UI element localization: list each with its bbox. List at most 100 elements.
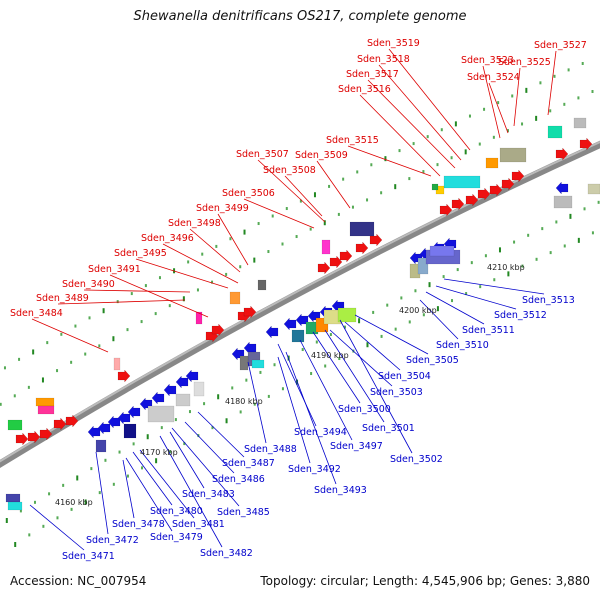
- track-tick: [76, 475, 79, 481]
- track-tick: [591, 231, 594, 235]
- gene-box: [193, 381, 205, 397]
- gene-arrow: [265, 325, 279, 339]
- track-tick: [144, 284, 147, 288]
- track-tick: [464, 149, 467, 155]
- track-tick: [126, 328, 129, 332]
- gene-label-sden-3483: Sden_3483: [182, 489, 235, 500]
- track-tick: [169, 450, 172, 454]
- gene-label-sden-3504: Sden_3504: [378, 371, 431, 382]
- track-tick: [259, 370, 262, 374]
- track-tick: [408, 320, 411, 324]
- track-tick: [239, 265, 242, 269]
- track-tick: [351, 205, 354, 209]
- gene-box: [429, 245, 455, 257]
- gene-arrow: [555, 147, 569, 161]
- gene-arrow: [283, 317, 297, 331]
- gene-arrow: [151, 391, 165, 405]
- gene-arrow: [465, 193, 479, 207]
- tick-label: 4190 kbp: [311, 351, 349, 360]
- track-tick: [563, 244, 566, 248]
- track-tick: [525, 87, 528, 93]
- track-tick: [217, 394, 220, 400]
- gene-label-sden-3499: Sden_3499: [196, 203, 249, 214]
- track-tick: [521, 122, 524, 126]
- gene-label-sden-3502: Sden_3502: [390, 454, 443, 465]
- track-tick: [267, 394, 270, 398]
- track-tick: [372, 310, 375, 314]
- track-tick: [456, 268, 459, 272]
- gene-arrow: [107, 415, 121, 429]
- tick-label: 4200 kbp: [399, 306, 437, 315]
- track-tick: [281, 242, 284, 246]
- track-tick: [18, 357, 21, 361]
- gene-label-sden-3503: Sden_3503: [370, 387, 423, 398]
- track-tick: [60, 332, 63, 336]
- gene-arrow: [369, 233, 383, 247]
- track-tick: [188, 410, 191, 414]
- track-tick: [380, 191, 383, 195]
- gene-box: [7, 501, 23, 511]
- track-tick: [521, 264, 524, 268]
- track-tick: [484, 254, 487, 258]
- track-tick: [380, 334, 383, 338]
- track-tick: [174, 418, 177, 422]
- track-tick: [591, 90, 594, 93]
- track-tick: [315, 340, 318, 344]
- track-tick: [88, 316, 91, 320]
- tick-label: 4180 kbp: [225, 397, 263, 406]
- gene-label-sden-3484: Sden_3484: [10, 308, 63, 319]
- gene-arrow: [555, 181, 569, 195]
- track-tick: [112, 482, 115, 486]
- track-tick: [412, 142, 415, 146]
- gene-box: [573, 117, 587, 129]
- track-tick: [506, 129, 509, 133]
- gene-arrow: [127, 405, 141, 419]
- track-tick: [140, 320, 143, 324]
- track-tick: [356, 170, 359, 174]
- track-tick: [211, 426, 214, 430]
- gene-box: [5, 493, 21, 503]
- gene-box: [175, 393, 191, 407]
- gene-arrow: [329, 255, 343, 269]
- gene-box: [35, 397, 55, 407]
- gene-arrow: [489, 183, 503, 197]
- gene-label-sden-3492: Sden_3492: [288, 464, 341, 475]
- gene-label-sden-3516: Sden_3516: [338, 84, 391, 95]
- gene-arrow: [117, 411, 131, 425]
- track-tick: [215, 244, 218, 248]
- gene-box: [291, 329, 305, 343]
- gene-arrow: [175, 375, 189, 389]
- gene-arrow: [15, 432, 29, 446]
- track-tick: [343, 325, 346, 329]
- gene-box: [349, 221, 375, 237]
- gene-label-sden-3478: Sden_3478: [112, 519, 165, 530]
- gene-box: [417, 257, 429, 275]
- track-tick: [366, 342, 369, 348]
- gene-box: [257, 279, 267, 291]
- track-tick: [535, 115, 538, 121]
- track-tick: [84, 499, 87, 505]
- track-tick: [74, 324, 77, 328]
- track-tick: [555, 220, 558, 224]
- gene-arrow: [477, 187, 491, 201]
- track-tick: [155, 458, 158, 464]
- track-tick: [90, 467, 93, 471]
- gene-label-sden-3496: Sden_3496: [141, 233, 194, 244]
- track-tick: [62, 483, 65, 487]
- track-tick: [14, 542, 17, 547]
- track-tick: [483, 107, 486, 111]
- gene-arrow: [53, 417, 67, 431]
- track-tick: [400, 296, 403, 300]
- track-tick: [422, 313, 425, 317]
- track-tick: [426, 135, 429, 139]
- gene-label-sden-3507: Sden_3507: [236, 149, 289, 160]
- track-tick: [492, 135, 495, 139]
- gene-label-sden-3506: Sden_3506: [222, 188, 275, 199]
- track-tick: [84, 352, 87, 356]
- gene-box: [123, 423, 137, 439]
- gene-label-sden-3472: Sden_3472: [86, 535, 139, 546]
- track-tick: [229, 237, 232, 241]
- gene-label-sden-3500: Sden_3500: [338, 404, 391, 415]
- gene-box: [587, 183, 600, 195]
